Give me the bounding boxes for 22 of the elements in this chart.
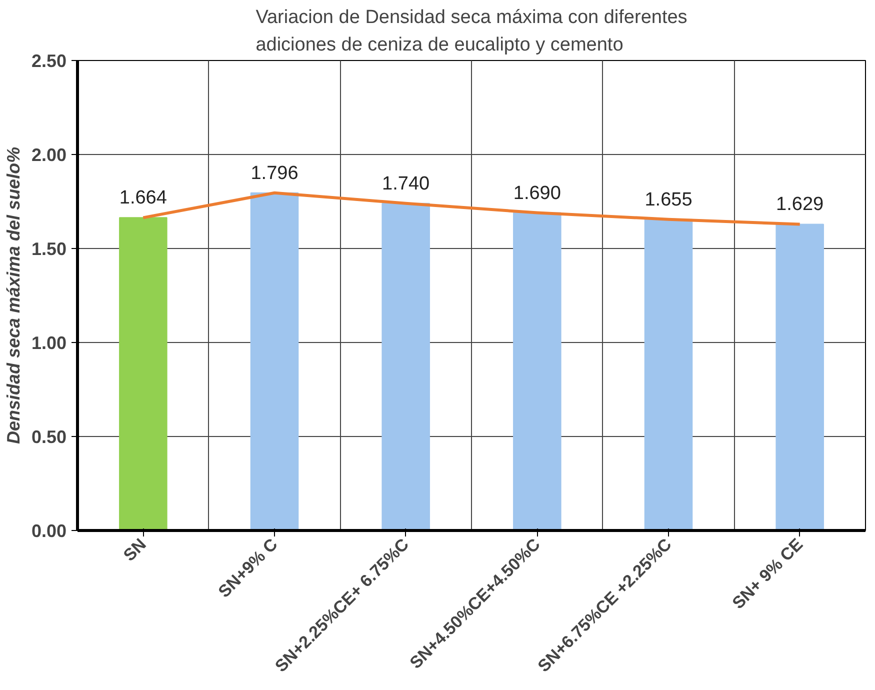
bar: [776, 224, 824, 530]
chart-title: Variacion de Densidad seca máxima con diferentes adiciones de ceniza de eucalipto y cemento: [256, 7, 688, 56]
y-tick-label: 2.50: [31, 51, 67, 71]
bar: [119, 217, 168, 530]
y-tick-label: 0.00: [31, 521, 67, 541]
data-label: 1.664: [119, 188, 168, 209]
bar: [644, 218, 693, 530]
y-tick-label: 1.00: [31, 333, 67, 353]
bar: [382, 202, 430, 530]
y-axis-title: Densidad seca máxima del suelo%: [3, 146, 24, 444]
data-label: 1.629: [776, 194, 824, 216]
bar: [513, 212, 562, 530]
data-label: 1.690: [513, 182, 561, 204]
data-label: 1.796: [250, 162, 298, 184]
y-tick-label: 2.00: [31, 145, 67, 165]
y-tick-label: 1.50: [31, 239, 67, 259]
data-label: 1.740: [382, 173, 430, 194]
data-label: 1.655: [644, 189, 692, 210]
y-tick-label: 0.50: [31, 427, 67, 447]
x-tick-label: SN: [120, 534, 150, 565]
bar: [250, 192, 299, 530]
x-tick-label: SN+ 9% CE: [728, 534, 807, 613]
